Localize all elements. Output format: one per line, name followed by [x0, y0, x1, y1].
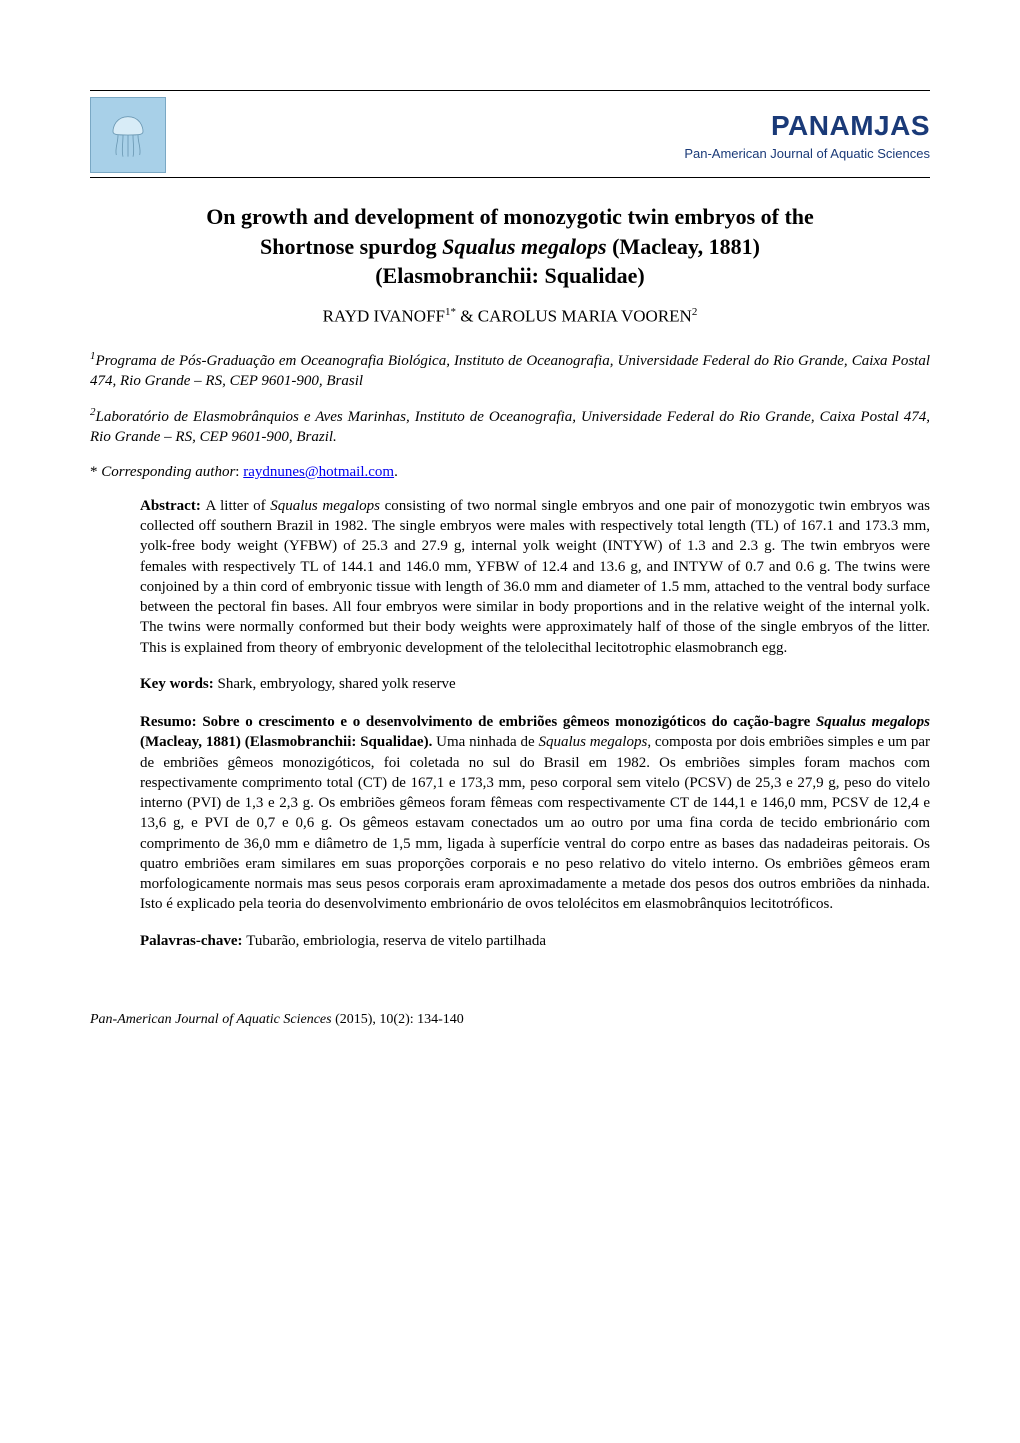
- affil-2-text: Laboratório de Elasmobrânquios e Aves Ma…: [90, 409, 930, 445]
- abstract-en-pre: A litter of: [205, 498, 270, 514]
- title-species: Squalus megalops: [442, 234, 606, 259]
- journal-title-block: PANAMJAS Pan-American Journal of Aquatic…: [684, 107, 930, 162]
- abstract-pt: Resumo: Sobre o crescimento e o desenvol…: [140, 712, 930, 915]
- page-footer: Pan-American Journal of Aquatic Sciences…: [90, 1011, 930, 1030]
- jellyfish-icon: [103, 110, 153, 160]
- title-line-2: Shortnose spurdog Squalus megalops (Macl…: [90, 232, 930, 262]
- affiliation-2: 2Laboratório de Elasmobrânquios e Aves M…: [90, 405, 930, 448]
- footer-journal: Pan-American Journal of Aquatic Sciences: [90, 1012, 332, 1027]
- abstract-en-species: Squalus megalops: [270, 498, 380, 514]
- corresp-prefix: *: [90, 464, 101, 480]
- abstract-pt-species2: Squalus megalops: [538, 734, 647, 750]
- title-line-3: (Elasmobranchii: Squalidae): [90, 261, 930, 291]
- abstract-en-heading: Abstract:: [140, 498, 205, 514]
- abstract-pt-heading1: Resumo: Sobre o crescimento e o desenvol…: [140, 714, 816, 730]
- journal-subtitle: Pan-American Journal of Aquatic Sciences: [684, 145, 930, 163]
- author-2: CAROLUS MARIA VOOREN: [478, 307, 692, 326]
- authors-amp: &: [456, 307, 478, 326]
- abstract-pt-pre: Uma ninhada de: [436, 734, 538, 750]
- author-1-sup: 1*: [445, 306, 456, 318]
- abstract-pt-species1: Squalus megalops: [816, 714, 930, 730]
- abstract-pt-heading2: (Macleay, 1881) (Elasmobranchii: Squalid…: [140, 734, 436, 750]
- authors: RAYD IVANOFF1* & CAROLUS MARIA VOOREN2: [90, 305, 930, 329]
- keywords-pt-heading: Palavras-chave:: [140, 933, 246, 949]
- title-line-1: On growth and development of monozygotic…: [90, 202, 930, 232]
- corresp-email-link[interactable]: raydnunes@hotmail.com: [243, 464, 394, 480]
- journal-name: PANAMJAS: [684, 107, 930, 145]
- abstract-en-body: consisting of two normal single embryos …: [140, 498, 930, 656]
- journal-header: PANAMJAS Pan-American Journal of Aquatic…: [90, 91, 930, 177]
- abstract-en: Abstract: A litter of Squalus megalops c…: [140, 496, 930, 658]
- title-line-2-suffix: (Macleay, 1881): [607, 234, 760, 259]
- keywords-en-text: Shark, embryology, shared yolk reserve: [218, 676, 456, 692]
- keywords-pt: Palavras-chave: Tubarão, embriologia, re…: [140, 931, 930, 951]
- author-2-sup: 2: [692, 306, 698, 318]
- author-1: RAYD IVANOFF: [323, 307, 445, 326]
- corresp-suffix: .: [394, 464, 398, 480]
- journal-logo: [90, 97, 166, 173]
- abstract-pt-body: , composta por dois embriões simples e u…: [140, 734, 930, 912]
- footer-citation: (2015), 10(2): 134-140: [332, 1012, 464, 1027]
- affil-1-text: Programa de Pós-Graduação em Oceanografi…: [90, 353, 930, 389]
- keywords-en-heading: Key words:: [140, 676, 218, 692]
- affiliation-1: 1Programa de Pós-Graduação em Oceanograf…: [90, 349, 930, 392]
- corresp-label: Corresponding author: [101, 464, 235, 480]
- corresponding-author: * Corresponding author: raydnunes@hotmai…: [90, 462, 930, 482]
- title-line-2-prefix: Shortnose spurdog: [260, 234, 442, 259]
- keywords-en: Key words: Shark, embryology, shared yol…: [140, 674, 930, 694]
- article-title: On growth and development of monozygotic…: [90, 202, 930, 291]
- keywords-pt-text: Tubarão, embriologia, reserva de vitelo …: [246, 933, 546, 949]
- header-bottom-rule: [90, 177, 930, 178]
